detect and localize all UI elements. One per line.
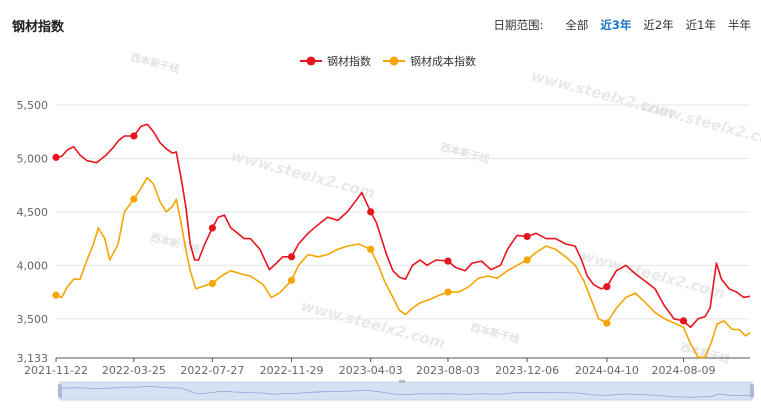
y-tick-label: 3,133: [17, 352, 49, 365]
range-option-2y[interactable]: 近2年: [643, 18, 674, 32]
y-tick-label: 5,000: [17, 152, 49, 165]
watermark-brand: 西本新干线: [129, 50, 181, 75]
grid-lines: [56, 104, 750, 320]
data-point-marker: [208, 224, 217, 232]
data-point-marker: [603, 283, 611, 291]
data-point-marker: [603, 319, 611, 327]
data-point-marker: [444, 288, 452, 296]
x-tick-label: 2022-03-25: [102, 364, 166, 377]
x-tick-label: 2024-08-09: [652, 364, 716, 377]
slider-handle-left[interactable]: [58, 384, 62, 398]
y-axis: 5,500 5,000 4,500 4,000 3,500 3,133: [17, 99, 49, 365]
range-option-half-year[interactable]: 半年: [728, 18, 751, 32]
legend[interactable]: 钢材指数 钢材成本指数: [300, 54, 476, 68]
data-point-marker: [287, 276, 296, 284]
data-point-marker: [367, 245, 375, 253]
data-point-marker: [444, 257, 452, 265]
x-tick-label: 2021-11-22: [24, 364, 88, 377]
data-point-marker: [523, 232, 531, 241]
data-point-marker: [208, 279, 217, 288]
series-layer: [52, 123, 751, 359]
slider-handle-right[interactable]: [750, 384, 754, 398]
data-point-marker: [523, 256, 531, 264]
data-point-marker: [367, 208, 375, 216]
data-point-marker: [52, 153, 60, 161]
x-axis: 2021-11-22 2022-03-25 2022-07-27 2022-11-29…: [24, 357, 750, 377]
watermark-url: www.steelx2.com: [229, 146, 377, 202]
watermark-brand: 西本新干线: [679, 340, 731, 365]
date-range-selector: 日期范围: 全部 近3年 近2年 近1年 半年: [493, 17, 751, 33]
range-option-3y[interactable]: 近3年: [600, 18, 632, 32]
data-point-marker: [130, 132, 138, 140]
y-tick-label: 5,500: [17, 99, 49, 112]
x-tick-label: 2024-04-10: [575, 364, 639, 377]
legend-label: 钢材成本指数: [410, 54, 476, 68]
range-option-1y[interactable]: 近1年: [685, 18, 716, 32]
range-option-all[interactable]: 全部: [565, 18, 589, 32]
legend-item[interactable]: 钢材成本指数: [383, 54, 476, 68]
x-tick-label: 2023-04-03: [339, 364, 403, 377]
legend-marker: [389, 56, 399, 66]
watermark-url: www.steelx2.com: [579, 246, 727, 302]
x-tick-label: 2022-11-29: [260, 364, 324, 377]
page-title: 钢材指数: [12, 20, 65, 35]
x-tick-label: 2023-08-03: [416, 364, 480, 377]
y-tick-label: 4,500: [17, 206, 49, 219]
x-tick-label: 2022-07-27: [180, 364, 244, 377]
x-tick-label: 2023-12-06: [495, 364, 559, 377]
date-range-label: 日期范围:: [493, 18, 544, 32]
slider-track: [59, 381, 753, 401]
date-range-slider[interactable]: [58, 380, 754, 401]
y-tick-label: 3,500: [17, 313, 49, 326]
legend-label: 钢材指数: [327, 54, 371, 68]
watermark-url: www.steelx2.com: [299, 296, 447, 352]
data-point-marker: [130, 195, 138, 203]
legend-marker: [306, 56, 316, 66]
series-line-steel-cost-index: [55, 176, 751, 359]
data-point-marker: [287, 253, 296, 261]
slider-preview-line: [60, 386, 752, 398]
watermark-brand: 西本新干线: [439, 140, 491, 165]
data-point-marker: [52, 291, 60, 299]
slider-drag-grip: [399, 380, 405, 383]
data-point-marker: [679, 317, 688, 325]
watermark-brand: 西本新干线: [469, 320, 521, 345]
y-tick-label: 4,000: [17, 259, 49, 272]
series-line-steel-index: [55, 123, 751, 329]
legend-item[interactable]: 钢材指数: [300, 54, 371, 68]
